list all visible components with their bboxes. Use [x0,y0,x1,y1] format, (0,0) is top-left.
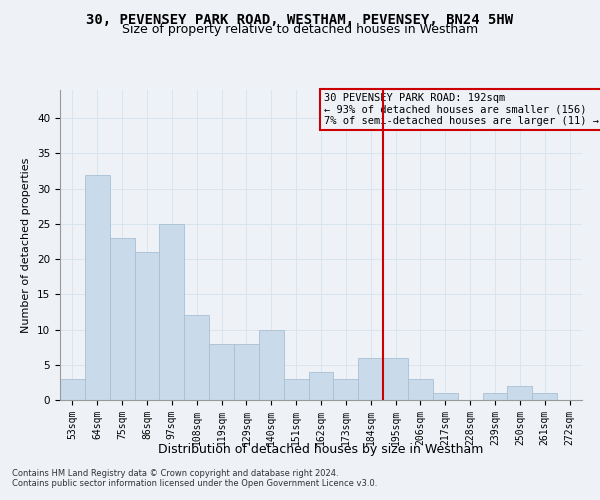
Text: Size of property relative to detached houses in Westham: Size of property relative to detached ho… [122,22,478,36]
Text: 30, PEVENSEY PARK ROAD, WESTHAM, PEVENSEY, BN24 5HW: 30, PEVENSEY PARK ROAD, WESTHAM, PEVENSE… [86,12,514,26]
Bar [160,224,184,400]
Y-axis label: Number of detached properties: Number of detached properties [22,158,31,332]
Bar [259,330,284,400]
Bar [508,386,532,400]
Bar [358,358,383,400]
Bar [209,344,234,400]
Bar [134,252,160,400]
Text: Distribution of detached houses by size in Westham: Distribution of detached houses by size … [158,442,484,456]
Text: 30 PEVENSEY PARK ROAD: 192sqm
← 93% of detached houses are smaller (156)
7% of s: 30 PEVENSEY PARK ROAD: 192sqm ← 93% of d… [323,93,599,126]
Bar [284,379,308,400]
Bar [308,372,334,400]
Bar [184,316,209,400]
Bar [110,238,134,400]
Bar [408,379,433,400]
Bar [334,379,358,400]
Bar [433,393,458,400]
Text: Contains public sector information licensed under the Open Government Licence v3: Contains public sector information licen… [12,478,377,488]
Bar [482,393,508,400]
Text: Contains HM Land Registry data © Crown copyright and database right 2024.: Contains HM Land Registry data © Crown c… [12,468,338,477]
Bar [532,393,557,400]
Bar [383,358,408,400]
Bar [234,344,259,400]
Bar [85,174,110,400]
Bar [60,379,85,400]
